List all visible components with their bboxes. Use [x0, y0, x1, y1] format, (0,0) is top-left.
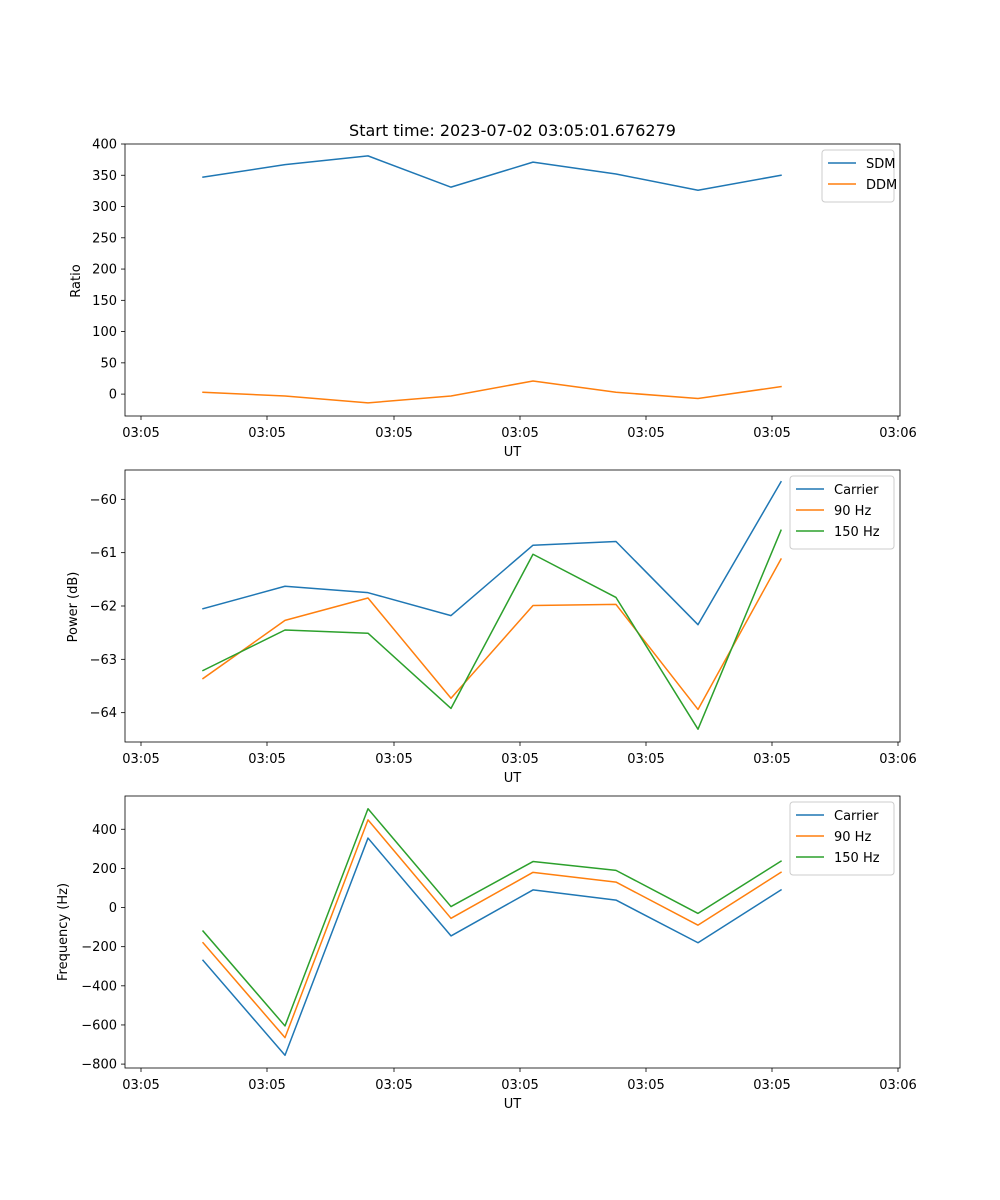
- x-tick-label: 03:05: [753, 1078, 790, 1093]
- x-tick-label: 03:05: [627, 426, 664, 441]
- x-tick-label: 03:05: [122, 426, 159, 441]
- x-tick-label: 03:05: [248, 752, 285, 767]
- x-axis-label: UT: [504, 771, 522, 786]
- x-tick-label: 03:05: [122, 752, 159, 767]
- series-line-150-hz: [201, 529, 782, 730]
- series-line-150-hz: [201, 807, 783, 1027]
- legend-entry: Carrier: [834, 483, 879, 498]
- x-tick-label: 03:05: [501, 752, 538, 767]
- legend-entry: 90 Hz: [834, 830, 871, 845]
- x-tick-label: 03:06: [879, 752, 916, 767]
- legend-entry: DDM: [866, 178, 897, 193]
- legend-entry: Carrier: [834, 809, 879, 824]
- y-tick-label: 50: [100, 356, 117, 371]
- y-tick-label: −400: [81, 979, 117, 994]
- legend-entry: 90 Hz: [834, 504, 871, 519]
- y-axis-label: Frequency (Hz): [56, 883, 71, 981]
- frequency-plot-area: 03:05 03:05 03:05 03:05 03:05 03:05 03:06 −800 −…: [81, 795, 917, 1093]
- x-tick-label: 03:05: [248, 1078, 285, 1093]
- x-tick-label: 03:06: [879, 1078, 916, 1093]
- x-tick-label: 03:05: [122, 1078, 159, 1093]
- x-axis-label: UT: [504, 1097, 522, 1112]
- x-tick-label: 03:05: [248, 426, 285, 441]
- power-plot-area: 03:05 03:05 03:05 03:05 03:05 03:05 03:06 −64 −6…: [90, 469, 917, 767]
- y-tick-label: −200: [81, 940, 117, 955]
- panel-ratio: 03:05 03:05 03:05 03:05 03:05 03:05 03:06 0 50 10…: [69, 121, 917, 460]
- y-tick-label: 200: [92, 263, 117, 278]
- y-tick-label: −62: [90, 600, 117, 615]
- x-tick-label: 03:05: [501, 1078, 538, 1093]
- legend: Carrier 90 Hz 150 Hz: [789, 801, 895, 876]
- x-tick-label: 03:05: [627, 1078, 664, 1093]
- y-tick-label: 250: [92, 231, 117, 246]
- y-tick-label: 0: [109, 901, 117, 916]
- x-tick-label: 03:05: [375, 426, 412, 441]
- y-tick-label: −64: [90, 706, 117, 721]
- x-tick-label: 03:05: [501, 426, 538, 441]
- y-tick-label: 100: [92, 325, 117, 340]
- y-tick-label: 200: [92, 862, 117, 877]
- x-tick-label: 03:05: [753, 752, 790, 767]
- y-tick-label: −800: [81, 1058, 117, 1073]
- series-line-sdm: [202, 155, 782, 192]
- y-tick-label: 400: [92, 823, 117, 838]
- series-line-carrier: [202, 480, 783, 626]
- axes-frame: [124, 143, 901, 417]
- y-tick-label: −63: [90, 653, 117, 668]
- legend: SDM DDM: [821, 149, 897, 203]
- legend: Carrier 90 Hz 150 Hz: [789, 475, 895, 550]
- y-tick-label: 400: [92, 138, 117, 153]
- y-tick-label: 350: [92, 169, 117, 184]
- chart-title: Start time: 2023-07-02 03:05:01.676279: [349, 121, 676, 140]
- y-axis-label: Ratio: [69, 264, 84, 297]
- y-axis-label: Power (dB): [66, 572, 81, 643]
- y-tick-label: 0: [109, 388, 117, 403]
- ratio-plot-area: 03:05 03:05 03:05 03:05 03:05 03:05 03:06 0 50 10…: [92, 138, 917, 442]
- y-tick-label: 300: [92, 200, 117, 215]
- legend-entry: SDM: [866, 157, 895, 172]
- x-tick-label: 03:05: [375, 752, 412, 767]
- x-tick-label: 03:05: [375, 1078, 412, 1093]
- x-tick-label: 03:05: [753, 426, 790, 441]
- x-tick-label: 03:05: [627, 752, 664, 767]
- panel-frequency: 03:05 03:05 03:05 03:05 03:05 03:05 03:06 −800 −…: [56, 795, 917, 1112]
- series-line-90-hz: [201, 819, 783, 1039]
- series-line-90-hz: [201, 558, 783, 711]
- series-line-carrier: [201, 837, 783, 1057]
- series-line-ddm: [202, 380, 782, 404]
- y-tick-label: −60: [90, 493, 117, 508]
- y-tick-label: −61: [90, 546, 117, 561]
- x-axis-label: UT: [504, 445, 522, 460]
- axes-frame: [124, 795, 901, 1069]
- panel-power: 03:05 03:05 03:05 03:05 03:05 03:05 03:06 −64 −6…: [66, 469, 917, 786]
- legend-entry: 150 Hz: [834, 525, 880, 540]
- x-tick-label: 03:06: [879, 426, 916, 441]
- y-tick-label: −600: [81, 1018, 117, 1033]
- legend-entry: 150 Hz: [834, 851, 880, 866]
- y-tick-label: 150: [92, 294, 117, 309]
